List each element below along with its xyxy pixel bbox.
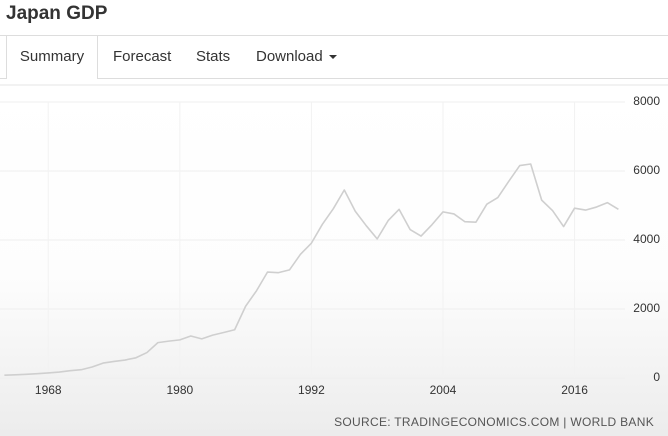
tab-label: Download	[256, 48, 323, 65]
x-tick-label: 1968	[35, 383, 62, 397]
caret	[328, 55, 337, 60]
y-tick-label: 0	[653, 370, 660, 384]
y-tick-label: 4000	[633, 232, 660, 246]
x-tick-label: 2016	[561, 383, 588, 397]
tab[interactable]: Download	[256, 36, 337, 78]
y-tick-label: 8000	[633, 94, 660, 108]
source-note: SOURCE: TRADINGECONOMICS.COM | WORLD BAN…	[334, 415, 654, 429]
tab[interactable]: Stats	[196, 48, 231, 65]
y-tick-label: 6000	[633, 163, 660, 177]
x-tick-label: 1992	[298, 383, 325, 397]
tab-bar: Summary Forecast Stats Download	[0, 35, 668, 79]
y-tick-label: 2000	[633, 301, 660, 315]
page-title: Japan GDP	[6, 3, 108, 24]
x-tick-label: 1980	[166, 383, 193, 397]
tab[interactable]: Summary	[6, 36, 98, 79]
tab[interactable]: Forecast	[113, 48, 172, 65]
x-tick-label: 2004	[430, 383, 457, 397]
data-line	[4, 163, 619, 376]
